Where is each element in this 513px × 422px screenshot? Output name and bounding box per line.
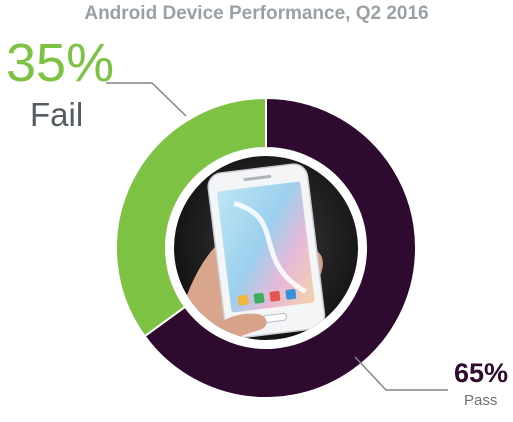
donut-slices <box>115 96 417 399</box>
center-photo <box>174 156 358 340</box>
pass-leader-line <box>354 356 448 391</box>
pass-percentage: 65% <box>454 358 509 388</box>
donut-slice-pass <box>143 96 417 399</box>
chart-title: Android Device Performance, Q2 2016 <box>84 3 429 24</box>
fail-label: Fail <box>30 96 84 133</box>
pass-label: Pass <box>464 392 498 409</box>
fail-percentage: 35% <box>6 33 115 93</box>
fail-leader-line <box>106 82 187 117</box>
donut-slice-fail <box>115 96 267 338</box>
